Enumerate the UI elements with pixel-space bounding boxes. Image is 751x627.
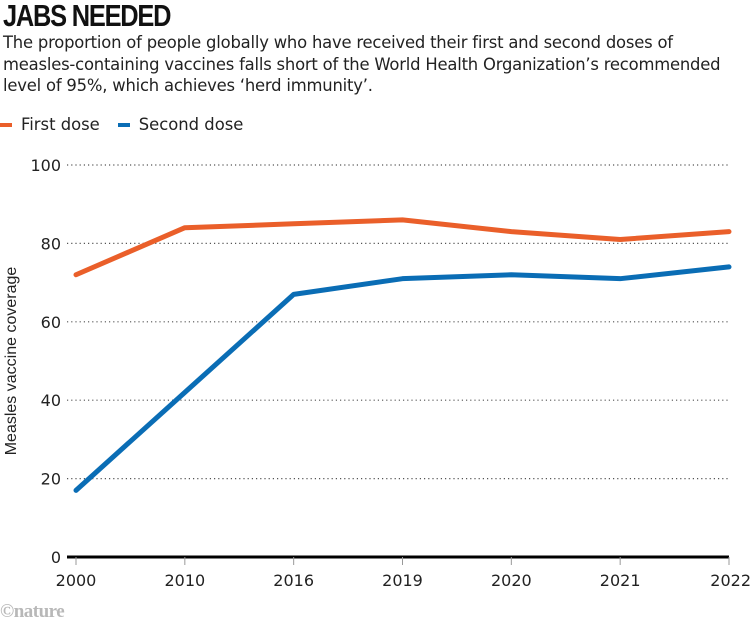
y-tick-label: 40 bbox=[41, 391, 61, 410]
legend-swatch-first-dose bbox=[0, 122, 12, 127]
x-tick-label: 2000 bbox=[56, 571, 97, 590]
series-line-second-dose bbox=[73, 264, 732, 493]
legend-label-second-dose: Second dose bbox=[138, 115, 244, 134]
legend-label-first-dose: First dose bbox=[21, 115, 100, 134]
gridlines bbox=[67, 164, 729, 480]
legend-swatch-second-dose bbox=[117, 122, 130, 127]
y-tick-label: 80 bbox=[41, 234, 61, 253]
series-lines bbox=[73, 217, 732, 493]
y-tick-label: 60 bbox=[41, 313, 61, 332]
legend-item-first-dose: First dose bbox=[0, 115, 100, 134]
nature-credit-logo: ©nature bbox=[0, 601, 65, 622]
x-tick-label: 2020 bbox=[491, 571, 532, 590]
series-line-first-dose bbox=[73, 217, 732, 278]
y-axis-title: Measles vaccine coverage bbox=[3, 267, 20, 456]
x-tick-label: 2022 bbox=[710, 571, 751, 590]
x-tick-label: 2010 bbox=[164, 571, 205, 590]
y-tick-label: 0 bbox=[51, 548, 61, 567]
chart-title: JABS NEEDED bbox=[3, 0, 172, 33]
chart-subtitle: The proportion of people globally who ha… bbox=[3, 33, 721, 95]
legend: First dose Second dose bbox=[0, 115, 261, 134]
x-tick-label: 2016 bbox=[273, 571, 314, 590]
x-tick-label: 2021 bbox=[600, 571, 641, 590]
legend-item-second-dose: Second dose bbox=[117, 115, 244, 134]
x-tick-label: 2019 bbox=[382, 571, 423, 590]
y-tick-label: 100 bbox=[30, 156, 61, 175]
y-tick-label: 20 bbox=[41, 470, 61, 489]
x-axis: 2000 2010 2016 2019 2020 2021 2022 bbox=[56, 555, 751, 590]
y-axis-ticks: 0 20 40 60 80 100 bbox=[30, 156, 61, 567]
